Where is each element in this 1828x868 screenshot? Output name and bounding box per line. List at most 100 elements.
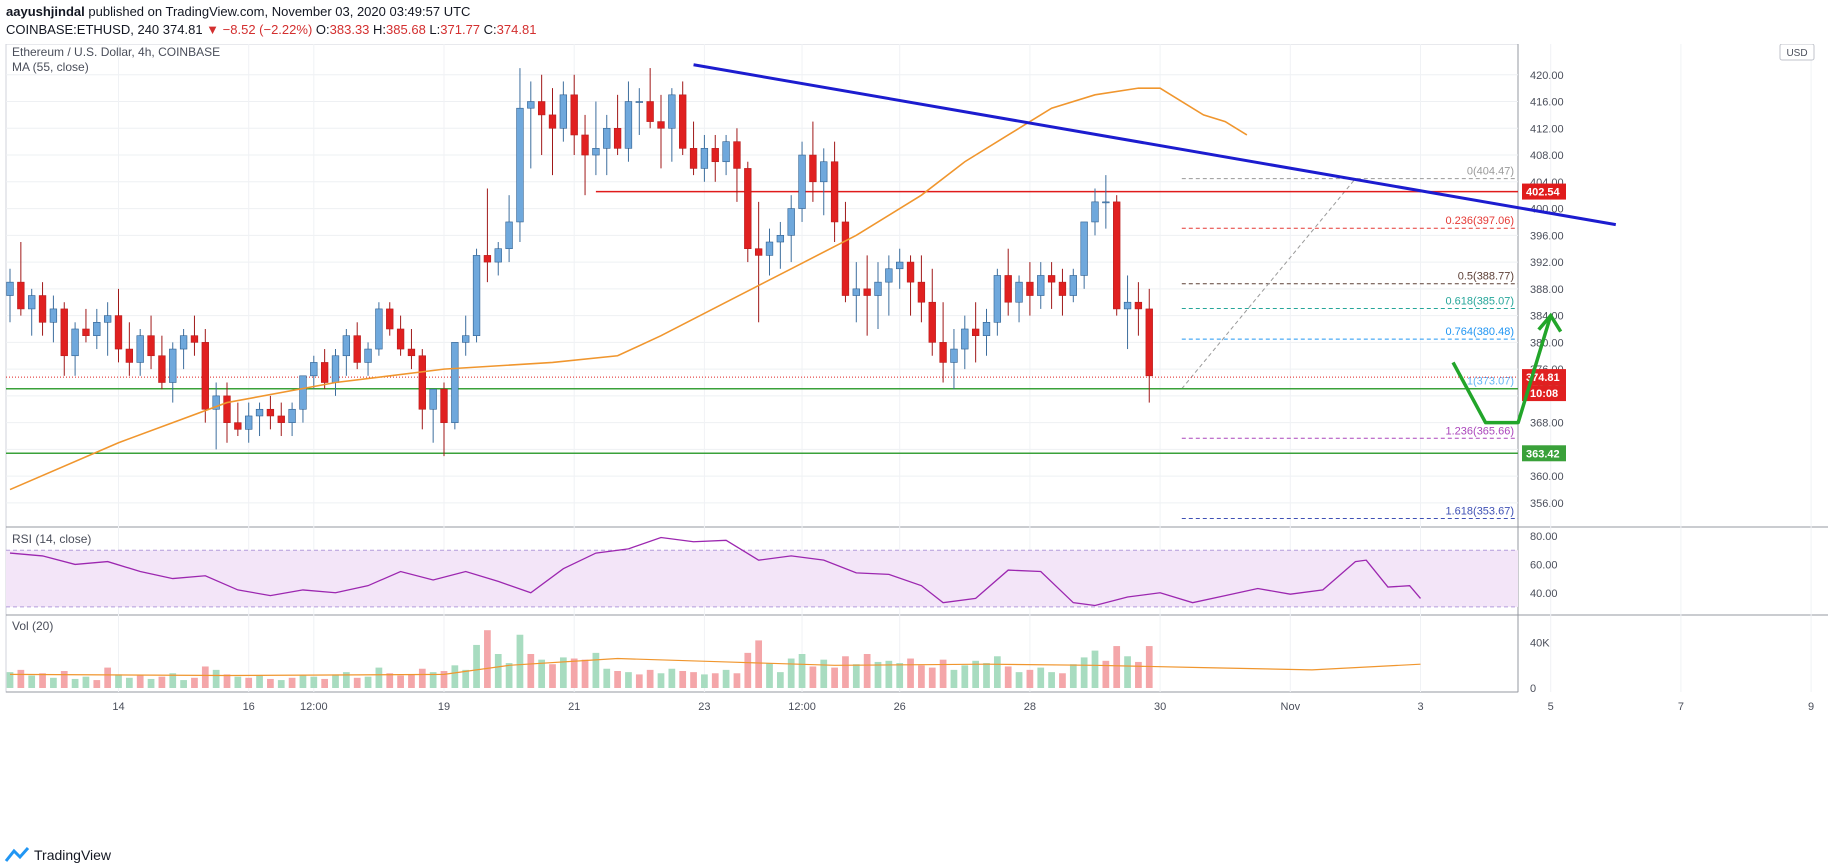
volume-bar — [538, 659, 546, 688]
fib-level-label: 1.618(353.67) — [1446, 506, 1515, 518]
price-tick-label: 380.00 — [1530, 337, 1564, 349]
candle-body — [451, 342, 459, 423]
candle-body — [527, 101, 535, 109]
volume-bar — [115, 674, 122, 688]
volume-bar — [332, 674, 339, 688]
candle-body — [17, 281, 25, 310]
volume-bar — [473, 644, 480, 688]
candle-body — [1102, 201, 1110, 204]
volume-bar — [1004, 666, 1012, 688]
volume-bar — [733, 673, 741, 688]
symbol-name: COINBASE:ETHUSD, 240 — [6, 22, 160, 37]
candle-body — [169, 348, 177, 383]
candle-body — [158, 355, 166, 383]
candle-body — [1058, 281, 1067, 296]
volume-bar — [505, 663, 513, 688]
candle-body — [277, 415, 285, 423]
volume-bar — [690, 672, 697, 688]
candle-body — [386, 308, 394, 330]
volume-bar — [983, 663, 990, 688]
candle-body — [82, 328, 90, 336]
candle-body — [342, 335, 351, 357]
candle-body — [820, 161, 828, 183]
volume-bar — [353, 677, 361, 688]
volume-bar — [1069, 664, 1077, 688]
volume-bar — [397, 675, 404, 688]
volume-bar — [646, 669, 654, 688]
volume-bar — [60, 671, 68, 688]
volume-bar — [809, 666, 817, 688]
candle-body — [353, 335, 361, 363]
candle-body — [744, 168, 752, 250]
volume-bar — [147, 678, 155, 688]
volume-bar — [386, 673, 394, 688]
volume-bar — [831, 667, 838, 688]
volume-bar — [418, 668, 426, 688]
candle-body — [809, 154, 817, 183]
chart-area[interactable]: 356.00360.00364.00368.00372.00376.00380.… — [0, 44, 1828, 840]
volume-bar — [364, 676, 372, 688]
price-tick-label: 368.00 — [1530, 418, 1564, 430]
volume-bar — [429, 672, 437, 688]
volume-bar — [136, 675, 144, 688]
candle-body — [885, 268, 893, 283]
volume-bar — [1091, 650, 1099, 688]
candle-body — [331, 355, 340, 383]
candle-body — [179, 335, 188, 350]
candle-body — [581, 134, 589, 156]
volume-bar — [1037, 667, 1045, 688]
time-tick-label: 30 — [1154, 701, 1166, 713]
support-price-label: 363.42 — [1526, 448, 1560, 460]
candle-body — [603, 127, 611, 149]
time-tick-label: 16 — [243, 701, 255, 713]
candle-body — [928, 301, 936, 343]
volume-bar — [668, 668, 676, 688]
volume-bar — [527, 654, 535, 688]
volume-bar — [950, 669, 958, 688]
rsi-title: RSI (14, close) — [12, 532, 91, 546]
candle-body — [570, 94, 578, 136]
volume-ma-line — [9, 657, 1421, 677]
currency-label: USD — [1786, 48, 1807, 59]
volume-bar — [440, 671, 448, 688]
volume-bar — [614, 671, 621, 688]
candle-body — [863, 288, 871, 296]
candle-body — [190, 335, 199, 343]
candle-body — [147, 335, 155, 357]
volume-bar — [277, 680, 285, 688]
publisher-name[interactable]: aayushjindal — [6, 4, 85, 19]
candle-body — [418, 355, 426, 410]
rsi-tick-label: 80.00 — [1530, 531, 1558, 543]
volume-bar — [722, 669, 730, 688]
candle-body — [635, 101, 643, 103]
candle-body — [548, 114, 557, 129]
candle-body — [223, 395, 231, 423]
candle-body — [657, 121, 665, 129]
fib-level-label: 0.236(397.06) — [1446, 215, 1515, 227]
volume-bar — [1015, 672, 1023, 688]
volume-bar — [776, 672, 784, 688]
fib-level-label: 0(404.47) — [1467, 166, 1514, 178]
candle-body — [722, 141, 730, 163]
volume-bar — [570, 658, 578, 688]
high-value: 385.68 — [386, 22, 426, 37]
volume-bar — [852, 664, 860, 688]
open-value: 383.33 — [329, 22, 370, 37]
candle-body — [505, 221, 513, 250]
candle-body — [125, 348, 134, 363]
volume-tick-label: 0 — [1530, 683, 1536, 695]
bearish-trend-line — [693, 63, 1617, 227]
volume-bar — [1124, 656, 1131, 688]
volume-bar — [592, 652, 600, 688]
tradingview-brand[interactable]: TradingView — [34, 847, 112, 863]
close-value: 374.81 — [496, 22, 537, 37]
tradingview-logo-icon[interactable] — [4, 845, 32, 865]
candle-body — [971, 328, 980, 336]
volume-bar — [342, 672, 350, 688]
candle-body — [1047, 275, 1056, 283]
volume-bar — [17, 669, 25, 688]
price-tick-label: 416.00 — [1530, 97, 1564, 109]
volume-bar — [125, 677, 133, 688]
time-tick-label: 21 — [568, 701, 580, 713]
volume-bar — [972, 660, 980, 688]
